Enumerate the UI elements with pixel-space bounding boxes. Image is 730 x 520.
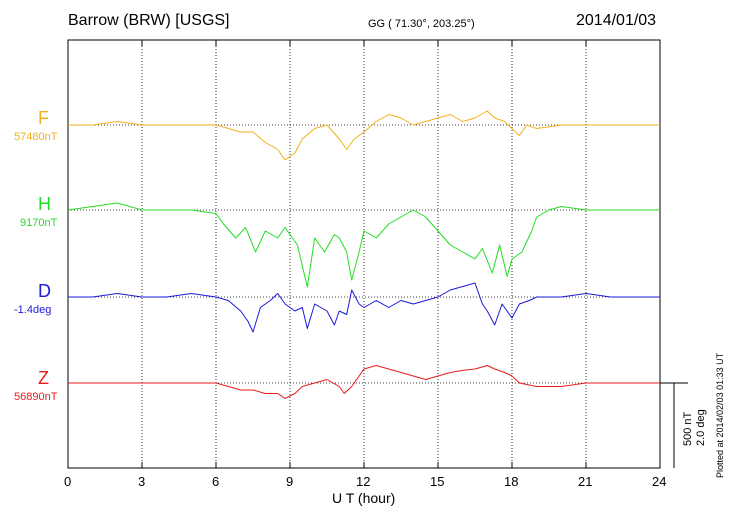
x-tick-label-0: 0 <box>64 474 72 489</box>
trace-name-d: D <box>38 281 51 301</box>
trace-d <box>68 282 660 333</box>
trace-value-f: 57480nT <box>14 131 58 143</box>
trace-name-f: F <box>38 108 49 128</box>
x-tick-label-6: 6 <box>212 474 220 489</box>
coords-label: GG ( 71.30°, 203.25°) <box>368 18 475 30</box>
trace-name-h: H <box>38 194 51 214</box>
trace-value-d: -1.4deg <box>14 304 52 316</box>
x-tick-label-21: 21 <box>578 474 593 489</box>
x-axis-label: U T (hour) <box>332 490 396 506</box>
date-label: 2014/01/03 <box>576 12 657 29</box>
scale-label-nt: 500 nT <box>682 411 694 446</box>
x-ticks <box>67 40 661 468</box>
trace-name-z: Z <box>38 368 49 388</box>
plotted-timestamp: Plotted at 2014/02/03 01:33 UT <box>715 352 725 478</box>
scale-label-deg: 2.0 deg <box>695 409 707 446</box>
x-tick-label-18: 18 <box>504 474 519 489</box>
station-title: Barrow (BRW) [USGS] <box>68 12 230 29</box>
x-tick-label-24: 24 <box>652 474 667 489</box>
x-tick-label-12: 12 <box>356 474 371 489</box>
scale-bar <box>660 382 688 468</box>
trace-value-h: 9170nT <box>20 217 58 229</box>
x-tick-label-9: 9 <box>286 474 294 489</box>
trace-f <box>68 110 660 161</box>
trace-z <box>68 365 660 399</box>
traces <box>67 110 660 399</box>
x-tick-label-15: 15 <box>430 474 445 489</box>
trace-h <box>67 202 660 288</box>
trace-value-z: 56890nT <box>14 391 58 403</box>
x-tick-label-3: 3 <box>138 474 146 489</box>
